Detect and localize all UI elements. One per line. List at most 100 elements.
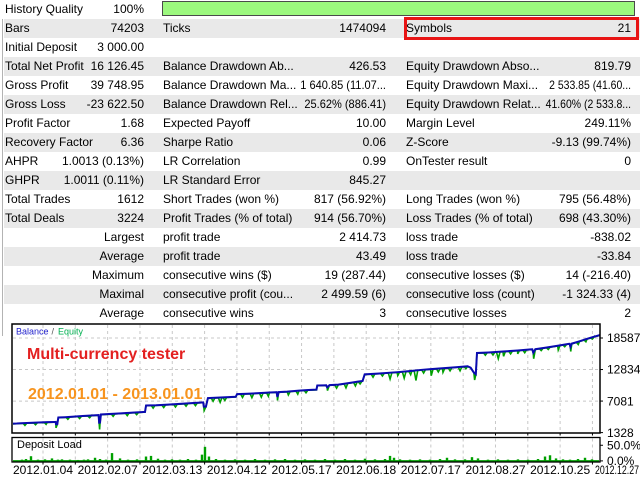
deposit-bar	[548, 455, 552, 462]
stat-label-col3: consecutive losses ($)	[406, 268, 525, 282]
stat-value-col3: 14 (-216.40)	[565, 268, 631, 282]
stat-label-col3: Symbols	[406, 21, 453, 35]
stat-label-col3: consecutive losses	[406, 306, 507, 320]
table-row: Largest profit trade 2 414.73 loss trade -83…	[4, 228, 640, 247]
deposit-bar	[200, 454, 204, 462]
deposit-bar	[383, 459, 387, 462]
stat-label-col2: Short Trades (won %)	[163, 192, 280, 206]
x-axis-label: 2012.06.18	[336, 463, 396, 477]
deposit-y-axis-label: 0.0%	[607, 454, 635, 468]
stat-value-col1: Largest	[103, 230, 144, 244]
stat-value-col2: 0.99	[362, 154, 386, 168]
deposit-bar	[263, 459, 267, 462]
stat-value-col2: 1 640.85 (11.07...	[300, 78, 386, 92]
stat-value-col2: 2 414.73	[339, 230, 386, 244]
deposit-bar	[20, 459, 24, 462]
stat-label-col3: consecutive loss (count)	[406, 287, 535, 301]
deposit-bar	[486, 459, 490, 462]
x-axis-label: 2012.04.12	[207, 463, 267, 477]
deposit-bar	[438, 459, 442, 462]
stat-value-col3: -9.13 (99.74%)	[551, 135, 631, 149]
stat-label-col3: Z-Score	[406, 135, 449, 149]
stat-value-col3: 41.60% (2 533.8...	[545, 97, 631, 111]
x-axis-label: 2012.05.17	[272, 463, 332, 477]
deposit-bar	[543, 456, 547, 462]
stat-value-col1: 6.36	[120, 135, 144, 149]
deposit-bar	[313, 459, 317, 462]
deposit-plot-frame	[11, 436, 601, 463]
deposit-bar	[110, 453, 114, 462]
chart-title: Multi-currency tester	[27, 346, 185, 363]
symbols-highlight-box	[404, 17, 639, 40]
stat-value-col2: 914 (56.70%)	[313, 211, 386, 225]
table-row: Initial Deposit 3 000.00	[4, 38, 640, 57]
deposit-bar	[453, 459, 457, 462]
stat-label-col3: OnTester result	[406, 154, 488, 168]
deposit-bar	[82, 459, 86, 462]
stat-value-col2: 0.06	[362, 135, 386, 149]
deposit-bar	[398, 459, 402, 462]
y-axis-label: 1328	[607, 426, 634, 440]
deposit-bar	[273, 459, 277, 462]
stat-label-col2: Balance Drawdown Rel...	[163, 97, 298, 111]
deposit-bar	[323, 459, 327, 462]
x-axis-label: 2012.01.04	[13, 463, 73, 477]
y-axis-label: 7081	[607, 394, 634, 408]
deposit-bar	[554, 458, 558, 462]
stat-value-col3: -33.84	[596, 249, 631, 263]
stat-value-col1: 39 748.95	[90, 78, 144, 92]
table-row: Recovery Factor 6.36 Sharpe Ratio 0.06 Z-Sco…	[4, 133, 640, 152]
stat-label-col2: Sharpe Ratio	[163, 135, 234, 149]
deposit-bar	[126, 459, 130, 462]
table-row: Average profit trade 43.49 loss trade -33.84	[4, 247, 640, 266]
stat-label-col2: Profit Trades (% of total)	[163, 211, 293, 225]
stat-value-col3: -838.02	[590, 230, 631, 244]
deposit-bar	[178, 459, 182, 462]
deposit-bar	[428, 459, 432, 462]
stat-label-col1: AHPR	[5, 154, 39, 168]
stat-value-col3: 795 (56.48%)	[558, 192, 631, 206]
stat-value-col2: 10.00	[355, 116, 386, 130]
stat-value-col2: 25.62% (886.41)	[304, 97, 386, 111]
stat-value-col2: 426.53	[349, 59, 386, 73]
stats-table: History Quality 100% Bars 74203 Ticks 1474094…	[2, 1, 640, 336]
table-row: AHPR 1.0013 (0.13%) LR Correlation 0.99 OnTe…	[4, 152, 640, 171]
stat-label-col3: loss trade	[406, 230, 459, 244]
y-axis-label: 12834	[607, 363, 640, 377]
stat-value-col1: 3224	[117, 211, 144, 225]
stat-label-col1: Recovery Factor	[5, 135, 94, 149]
stat-label-col1: Total Net Profit	[5, 59, 84, 73]
stat-value-col1: 1.68	[120, 116, 144, 130]
deposit-bar	[98, 459, 102, 462]
deposit-bar	[86, 459, 90, 462]
stat-label-col1: Total Trades	[5, 192, 71, 206]
table-row: Total Net Profit 16 126.45 Balance Drawdow…	[4, 57, 640, 76]
deposit-bar	[60, 459, 64, 462]
stat-value-col1: 1.0013 (0.13%)	[61, 154, 144, 168]
stat-value-col1: -23 622.50	[86, 97, 144, 111]
deposit-bar	[214, 459, 218, 462]
stat-value-col1: 16 126.45	[90, 59, 144, 73]
chart-legend-balance: Balance	[16, 327, 49, 337]
deposit-bar	[496, 459, 500, 462]
stat-value-col1: Maximum	[91, 268, 144, 282]
deposit-bar	[590, 459, 594, 462]
deposit-bar	[476, 458, 480, 462]
stat-label-col1: Total Deals	[5, 211, 65, 225]
table-row: Gross Profit 39 748.95 Balance Drawdown Ma…	[4, 76, 640, 95]
table-row: Maximum consecutive wins ($) 19 (287.44) co…	[4, 266, 640, 285]
stat-value-col3: 698 (43.30%)	[558, 211, 631, 225]
deposit-bar	[56, 459, 60, 462]
deposit-y-axis-label: 50.0%	[607, 438, 640, 452]
table-row: Total Deals 3224 Profit Trades (% of total…	[4, 209, 640, 228]
stat-value-col3: 21	[617, 21, 631, 35]
deposit-bar	[144, 456, 148, 462]
deposit-bar	[463, 459, 467, 462]
stat-label-col2: Expected Payoff	[163, 116, 251, 130]
stat-label-col2: LR Correlation	[163, 154, 241, 168]
deposit-bar	[233, 459, 237, 462]
stat-value-col1: 74203	[110, 21, 144, 35]
deposit-bar	[576, 459, 580, 462]
deposit-bar	[353, 459, 357, 462]
